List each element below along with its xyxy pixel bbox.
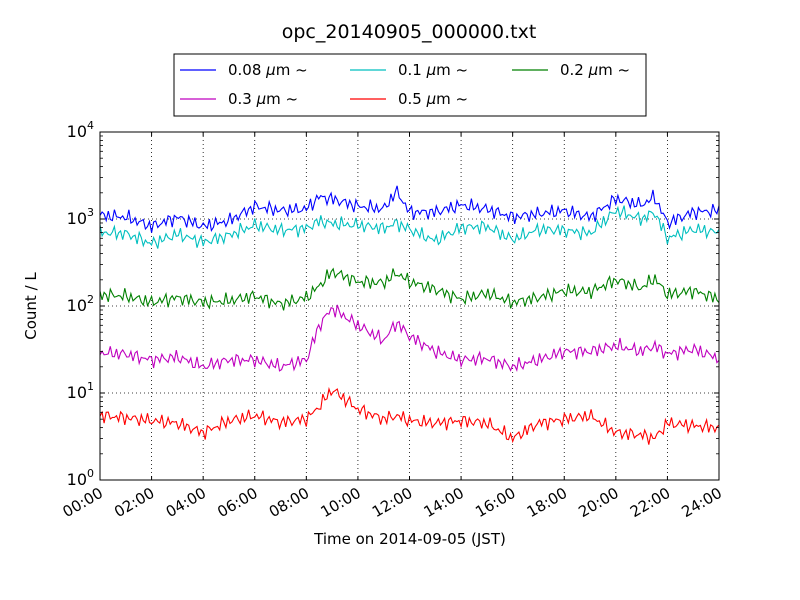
legend-box [173,53,647,117]
legend-label-0.08: 0.08 μm ~ [228,61,308,79]
series-line-0.08 [99,185,720,233]
y-axis-label: Count / L [22,272,40,340]
plot-area [99,131,720,481]
series-line-0.3 [99,304,720,372]
series-line-0.2 [99,267,720,311]
legend-items: 0.08 μm ~ 0.1 μm ~ 0.2 μm ~ 0.3 μm ~ 0.5 μm … [180,61,630,108]
legend-label-0.3: 0.3 μm ~ [228,90,298,108]
y-tick-label: 100 [67,467,94,489]
y-tick-label: 103 [67,206,94,228]
legend-label-0.2: 0.2 μm ~ [560,61,630,79]
y-tick-labels: 100 101 102 103 104 [67,119,94,489]
y-tick-label: 104 [67,119,94,141]
y-tick-label: 101 [67,380,94,402]
series-line-0.5 [99,386,720,445]
series-line-0.1 [99,205,720,249]
chart-title: opc_20140905_000000.txt [282,21,537,43]
x-axis-label: Time on 2014-09-05 (JST) [313,530,506,548]
legend: 0.08 μm ~ 0.1 μm ~ 0.2 μm ~ 0.3 μm ~ 0.5 μm … [173,53,647,117]
legend-label-0.1: 0.1 μm ~ [398,61,468,79]
legend-label-0.5: 0.5 μm ~ [398,90,468,108]
ticks [99,131,720,481]
series-layer [99,185,720,445]
y-tick-label: 102 [67,293,94,315]
